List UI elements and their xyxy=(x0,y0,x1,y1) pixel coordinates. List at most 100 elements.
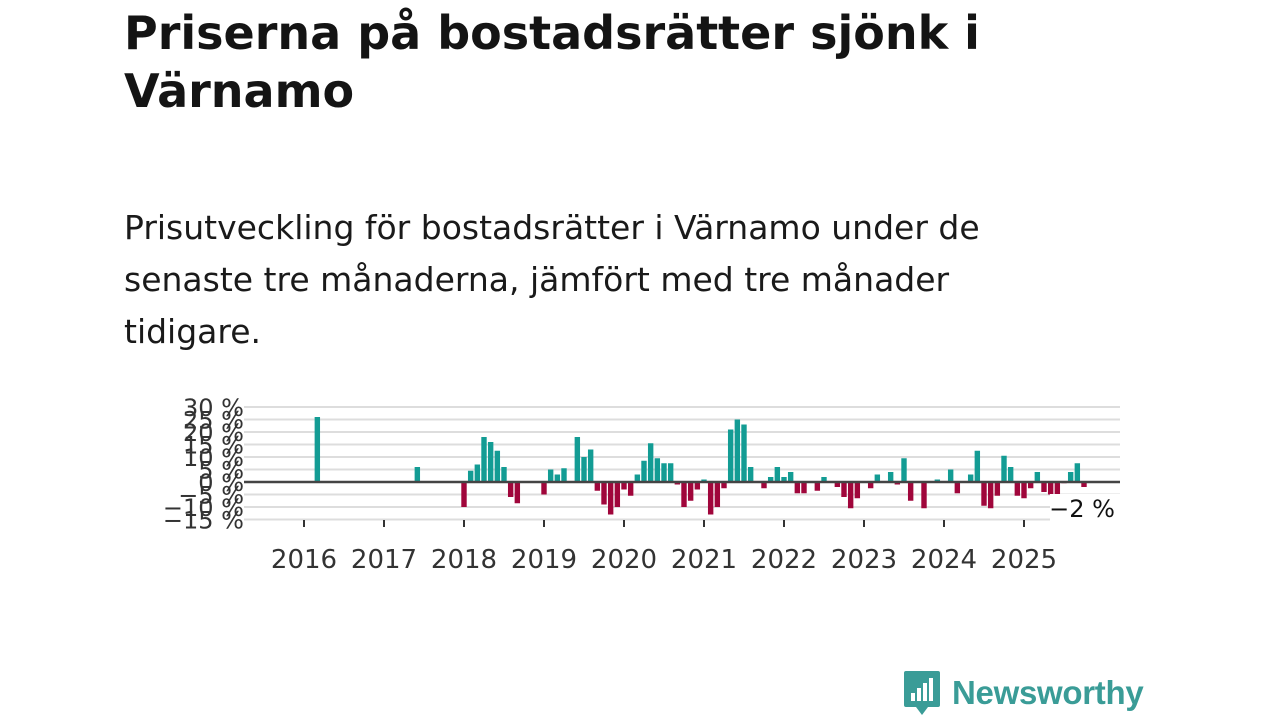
bar xyxy=(634,474,641,482)
bar xyxy=(661,463,667,482)
bar xyxy=(694,482,701,490)
bar xyxy=(594,482,601,491)
bar xyxy=(501,467,507,482)
bar xyxy=(901,458,907,482)
bar xyxy=(681,482,687,507)
bar xyxy=(514,482,521,504)
bar xyxy=(641,460,647,482)
bar xyxy=(994,482,1001,496)
bar xyxy=(954,482,961,494)
bar xyxy=(647,443,654,482)
bar xyxy=(474,464,481,482)
bar xyxy=(814,482,821,491)
bar xyxy=(761,482,767,489)
chart-title: Priserna på bostadsrätter sjönk i Värnam… xyxy=(124,6,980,118)
y-tick-label: 25 % xyxy=(183,407,244,435)
bar xyxy=(887,472,894,482)
bar xyxy=(561,468,567,482)
x-tick-label: 2022 xyxy=(751,545,817,575)
bar xyxy=(747,467,754,482)
latest-value-label: −2 % xyxy=(1049,495,1115,523)
bar xyxy=(907,482,914,501)
bar xyxy=(1007,467,1014,482)
y-tick-label: −15 % xyxy=(163,507,244,535)
bar xyxy=(834,482,841,487)
bar xyxy=(627,482,634,496)
bar xyxy=(507,482,514,497)
bar xyxy=(787,472,794,482)
bar xyxy=(854,482,861,499)
newsworthy-logo-icon xyxy=(904,671,940,715)
x-tick-label: 2020 xyxy=(591,545,657,575)
bar xyxy=(1034,472,1041,482)
bar xyxy=(707,482,714,515)
bar xyxy=(774,467,781,482)
y-tick-label: −10 % xyxy=(163,494,244,522)
bar xyxy=(1001,455,1007,482)
bar xyxy=(1067,472,1074,482)
bar xyxy=(1074,463,1081,482)
brand-logo: Newsworthy xyxy=(902,668,1144,718)
y-tick-label: 5 % xyxy=(198,457,244,485)
bar xyxy=(614,482,621,507)
bar xyxy=(467,470,474,482)
bar xyxy=(947,469,954,482)
bar xyxy=(1081,482,1087,487)
bar xyxy=(841,482,847,497)
x-tick-label: 2023 xyxy=(831,545,897,575)
bar xyxy=(794,482,801,494)
bar xyxy=(461,482,467,507)
y-tick-label: 20 % xyxy=(183,419,244,447)
x-tick-label: 2018 xyxy=(431,545,497,575)
bar xyxy=(654,458,661,482)
bar xyxy=(607,482,614,515)
bar xyxy=(1021,482,1027,499)
x-tick-label: 2025 xyxy=(991,545,1057,575)
brand-name: Newsworthy xyxy=(952,674,1144,711)
bar xyxy=(714,482,721,507)
bar xyxy=(741,424,747,482)
x-tick-label: 2016 xyxy=(271,545,337,575)
bar xyxy=(967,474,974,482)
y-tick-label: 15 % xyxy=(183,432,244,460)
bar xyxy=(667,463,674,482)
bar xyxy=(801,482,807,494)
bar xyxy=(1041,482,1047,492)
bar xyxy=(487,442,494,482)
chart-subtitle: Prisutveckling för bostadsrätter i Värna… xyxy=(124,208,980,351)
bar xyxy=(981,482,987,506)
bar xyxy=(767,477,774,482)
bar xyxy=(1054,482,1061,501)
bar xyxy=(574,437,581,482)
bar xyxy=(921,482,927,509)
x-tick-label: 2021 xyxy=(671,545,737,575)
bar xyxy=(1027,482,1034,489)
bar xyxy=(581,457,587,482)
bar xyxy=(987,482,994,509)
bar xyxy=(727,429,734,482)
x-tick-label: 2017 xyxy=(351,545,417,575)
bar xyxy=(601,482,607,505)
bar-chart: 30 %25 %20 %15 %10 %5 %0 %−5 %−10 %−15 %… xyxy=(163,394,1120,575)
bar xyxy=(781,477,787,482)
bar xyxy=(821,477,827,482)
bar xyxy=(687,482,694,501)
bar xyxy=(867,482,874,489)
annotation-background xyxy=(1050,494,1120,524)
bar xyxy=(587,449,594,482)
bar xyxy=(554,474,561,482)
bar xyxy=(721,482,727,489)
y-tick-label: −5 % xyxy=(178,482,244,510)
bar xyxy=(974,450,981,482)
y-tick-label: 30 % xyxy=(183,394,244,422)
x-tick-label: 2024 xyxy=(911,545,977,575)
bar xyxy=(481,437,487,482)
bar xyxy=(1047,482,1054,495)
bar xyxy=(314,417,321,482)
bar xyxy=(874,474,881,482)
y-tick-label: 10 % xyxy=(183,444,244,472)
x-tick-label: 2019 xyxy=(511,545,577,575)
bar xyxy=(1014,482,1021,496)
bar xyxy=(414,467,421,482)
bar xyxy=(734,419,741,482)
